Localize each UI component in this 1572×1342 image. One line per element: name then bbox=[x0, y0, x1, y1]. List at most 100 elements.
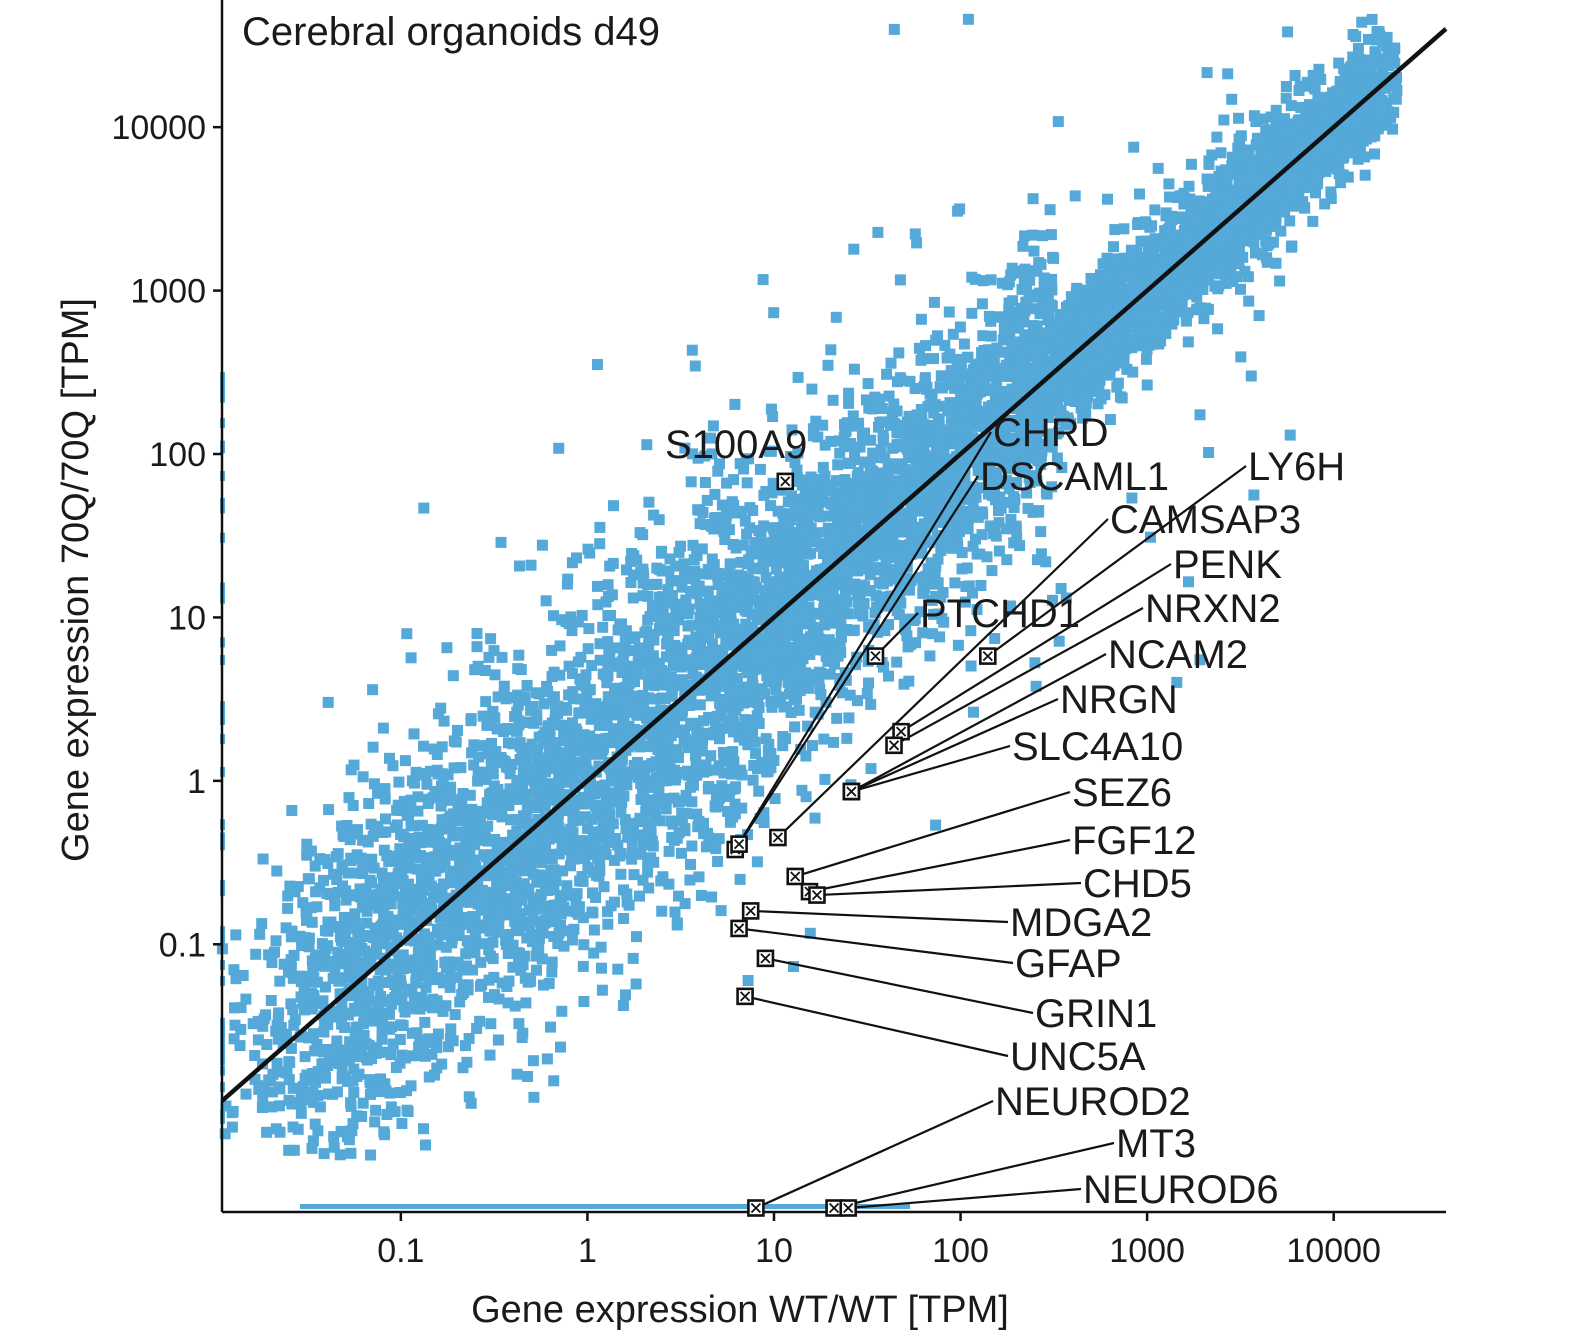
gene-point bbox=[1362, 33, 1374, 45]
gene-point bbox=[577, 765, 589, 777]
gene-point bbox=[1045, 428, 1057, 440]
gene-point bbox=[309, 1118, 321, 1130]
gene-point bbox=[698, 715, 710, 727]
gene-point bbox=[289, 1014, 301, 1026]
gene-point bbox=[1325, 193, 1337, 205]
gene-point bbox=[1315, 74, 1327, 85]
gene-point bbox=[432, 1028, 444, 1040]
gene-point bbox=[832, 459, 844, 471]
gene-point bbox=[903, 613, 915, 625]
gene-point bbox=[711, 710, 723, 722]
gene-point bbox=[680, 594, 692, 606]
gene-point bbox=[944, 453, 955, 465]
gene-point bbox=[661, 793, 673, 805]
gene-point bbox=[721, 477, 733, 489]
gene-point bbox=[422, 934, 434, 946]
gene-point bbox=[770, 675, 782, 687]
gene-point bbox=[712, 579, 724, 590]
gene-point bbox=[229, 1002, 240, 1014]
gene-point bbox=[331, 1035, 343, 1047]
gene-point bbox=[263, 1074, 275, 1086]
gene-point bbox=[403, 809, 414, 821]
gene-point bbox=[288, 1144, 300, 1156]
gene-point bbox=[372, 787, 384, 799]
gene-point bbox=[966, 307, 978, 319]
gene-point bbox=[641, 740, 653, 752]
gene-point bbox=[670, 560, 682, 572]
gene-point bbox=[921, 518, 933, 530]
gene-point bbox=[742, 829, 753, 841]
gene-point bbox=[558, 735, 570, 747]
gene-point bbox=[660, 651, 672, 663]
gene-point bbox=[228, 964, 240, 976]
gene-point bbox=[748, 593, 760, 605]
gene-point bbox=[721, 617, 733, 629]
gene-point bbox=[602, 579, 614, 591]
gene-point bbox=[1221, 178, 1233, 190]
gene-point bbox=[1027, 329, 1038, 341]
gene-point bbox=[726, 762, 738, 773]
gene-point bbox=[1310, 187, 1321, 199]
gene-point bbox=[344, 1036, 356, 1048]
gene-point bbox=[303, 873, 315, 885]
gene-point bbox=[682, 573, 694, 585]
gene-point bbox=[287, 1004, 299, 1016]
gene-point bbox=[789, 573, 801, 585]
gene-point bbox=[811, 488, 823, 500]
gene-point bbox=[384, 1023, 396, 1035]
gene-point bbox=[635, 829, 647, 841]
gene-point bbox=[1143, 339, 1155, 351]
gene-point bbox=[999, 317, 1011, 329]
gene-point bbox=[879, 452, 891, 464]
gene-point bbox=[542, 885, 554, 896]
gene-point bbox=[627, 952, 639, 964]
gene-point bbox=[676, 807, 688, 819]
gene-point bbox=[577, 736, 589, 747]
gene-point bbox=[352, 933, 364, 945]
gene-point bbox=[690, 759, 702, 771]
gene-point bbox=[991, 433, 1003, 445]
gene-point bbox=[1237, 251, 1249, 263]
gene-point bbox=[819, 591, 831, 602]
gene-point bbox=[1357, 81, 1369, 93]
gene-point bbox=[804, 616, 816, 628]
gene-point bbox=[747, 774, 759, 786]
gene-point bbox=[1275, 225, 1287, 237]
gene-point bbox=[810, 644, 822, 656]
gene-point bbox=[851, 651, 863, 663]
gene-point bbox=[349, 867, 360, 879]
gene-point bbox=[567, 756, 579, 768]
gene-point bbox=[368, 778, 380, 790]
gene-point bbox=[401, 914, 413, 926]
gene-point bbox=[424, 836, 436, 848]
gene-point bbox=[691, 550, 703, 562]
gene-point bbox=[557, 865, 569, 877]
gene-point bbox=[1320, 166, 1332, 177]
gene-point bbox=[542, 686, 554, 697]
gene-point bbox=[442, 769, 454, 781]
gene-point bbox=[1140, 353, 1152, 365]
gene-point bbox=[854, 441, 866, 453]
gene-point bbox=[538, 979, 549, 991]
gene-point bbox=[1337, 169, 1349, 181]
gene-point bbox=[344, 942, 355, 953]
gene-point bbox=[612, 839, 624, 851]
gene-point bbox=[827, 617, 839, 629]
gene-point bbox=[285, 998, 297, 1010]
gene-point bbox=[256, 1102, 268, 1113]
gene-point bbox=[814, 511, 825, 523]
gene-point bbox=[456, 876, 468, 888]
gene-point bbox=[643, 679, 654, 690]
gene-point bbox=[735, 556, 747, 568]
gene-point bbox=[645, 827, 657, 839]
gene-point bbox=[311, 976, 323, 988]
gene-point bbox=[905, 501, 917, 513]
gene-point bbox=[765, 403, 777, 415]
gene-point bbox=[516, 747, 528, 759]
gene-point bbox=[307, 1135, 319, 1147]
gene-point bbox=[1021, 329, 1033, 341]
gene-point bbox=[305, 902, 317, 914]
gene-point bbox=[410, 766, 422, 778]
gene-point bbox=[765, 500, 777, 512]
gene-point bbox=[348, 1063, 360, 1075]
